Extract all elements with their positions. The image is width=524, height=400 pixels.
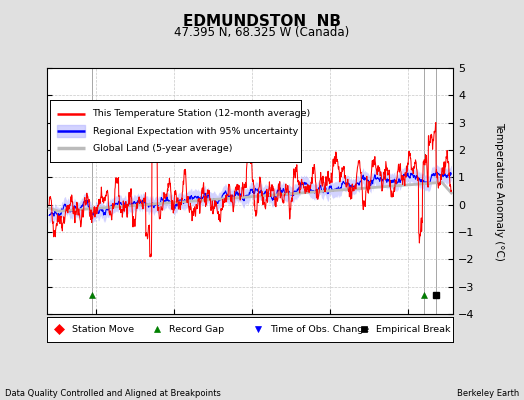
Text: 47.395 N, 68.325 W (Canada): 47.395 N, 68.325 W (Canada) xyxy=(174,26,350,39)
Text: Regional Expectation with 95% uncertainty: Regional Expectation with 95% uncertaint… xyxy=(93,126,298,136)
Text: Data Quality Controlled and Aligned at Breakpoints: Data Quality Controlled and Aligned at B… xyxy=(5,389,221,398)
Y-axis label: Temperature Anomaly (°C): Temperature Anomaly (°C) xyxy=(494,122,504,260)
Text: Empirical Break: Empirical Break xyxy=(376,325,451,334)
Text: This Temperature Station (12-month average): This Temperature Station (12-month avera… xyxy=(93,109,311,118)
Text: Time of Obs. Change: Time of Obs. Change xyxy=(270,325,369,334)
Text: Station Move: Station Move xyxy=(71,325,134,334)
Text: Global Land (5-year average): Global Land (5-year average) xyxy=(93,144,232,153)
Text: Berkeley Earth: Berkeley Earth xyxy=(456,389,519,398)
Text: Record Gap: Record Gap xyxy=(169,325,224,334)
Text: EDMUNDSTON  NB: EDMUNDSTON NB xyxy=(183,14,341,29)
